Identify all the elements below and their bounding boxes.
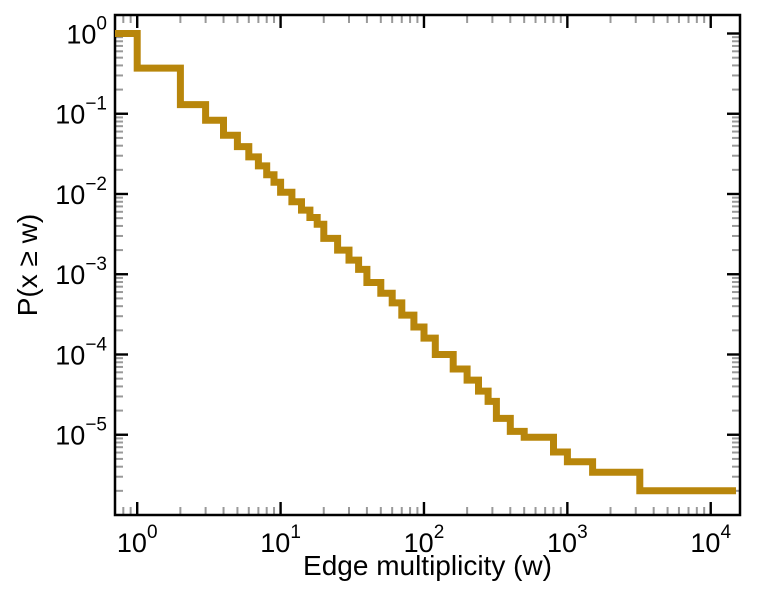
y-tick-label: 100: [66, 13, 107, 49]
plot-frame: [113, 13, 742, 517]
y-tick-label: 10−5: [55, 415, 107, 451]
ccdf-curve: [115, 30, 736, 495]
y-tick-label: 10−1: [55, 94, 107, 130]
y-axis-label: P(x ≥ w): [12, 213, 43, 317]
x-axis-label: Edge multiplicity (w): [303, 550, 552, 581]
y-tick-label: 10−2: [55, 174, 107, 210]
y-tick-label: 10−3: [55, 254, 107, 290]
y-tick-label: 10−4: [55, 334, 107, 370]
